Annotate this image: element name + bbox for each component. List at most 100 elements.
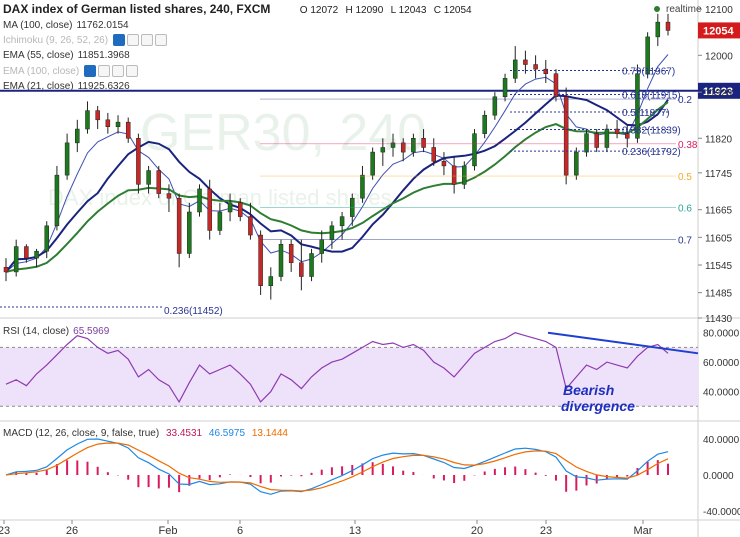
ohlc-open: O 12072 [299,5,339,16]
rsi-tick-label: 40.0000 [703,388,740,399]
macd-tick-label: 40.0000 [703,435,740,446]
rsi-line [5,332,669,404]
candle-body [176,197,182,254]
macd-line [5,438,669,495]
rsi-legend[interactable]: RSI (14, close) 65.5969 [3,326,110,337]
candle-body [125,121,131,139]
candle-body [64,142,70,176]
macd-panel: 40.0000 0.0000 -40.0000 [5,435,740,518]
last-price-label: 12054 [703,25,734,37]
candle-body [227,202,233,213]
candle-body [44,225,49,252]
candle-body [166,193,172,199]
candle-body [237,202,243,217]
candle-body [115,121,121,127]
candle-body [625,133,630,139]
add-icon[interactable] [125,65,138,78]
candle-body [604,128,610,148]
indicator-ema100[interactable]: EMA (100, close) [3,65,138,78]
fib-left-label: 0.236(11452) [164,306,223,317]
overlay-lines: 11923 12054 [0,6,740,273]
fib-level-label: 0.79(11967) [622,67,675,78]
candle-body [197,188,202,213]
macd-signal-line [5,442,669,492]
fib-right-label: 0.7 [678,236,692,247]
macd-tick-label: 0.0000 [703,471,734,482]
time-tick-label: 20 [471,525,483,537]
chart-title: DAX index of German listed shares, 240, … [3,2,271,16]
candle-body [136,138,141,185]
divergence-label: Bearish [563,382,614,398]
realtime-dot [654,6,660,12]
candle-body [523,59,528,65]
indicator-ema55[interactable]: EMA (55, close) 11851.3968 [3,50,130,61]
close-icon[interactable] [111,65,124,78]
price-tick-label: 11745 [705,169,733,180]
watermark-title: GER30, 240 [140,104,426,162]
level-price-label: 11923 [703,86,733,98]
fib-right-label: 0.6 [678,203,692,214]
realtime-label: realtime [666,4,702,15]
candle-body [533,64,538,70]
candle-body [329,225,335,240]
candle-body [645,36,650,74]
candle-body [563,96,569,176]
rsi-tick-label: 80.0000 [703,329,740,340]
time-tick-label: 23 [540,525,552,537]
time-tick-label: 23 [0,525,10,537]
time-tick-label: Mar [634,525,653,537]
settings-icon[interactable] [126,34,139,47]
visibility-icon[interactable] [83,65,96,78]
fib-level-label: 0.236(11792) [622,147,681,158]
candle-body [85,110,90,130]
candle-body [217,211,223,231]
time-tick-label: 6 [237,525,243,537]
candle-body [614,128,620,134]
candle-body [299,262,304,277]
price-tick-label: 11665 [705,206,733,217]
candle-body [248,216,253,236]
level-price-badge [698,82,740,99]
time-tick-label: 26 [66,525,78,537]
candle-body [258,234,263,286]
candle-body [309,253,314,277]
add-icon[interactable] [154,34,167,47]
price-axis: 12100 12000 11920 11820 11745 11665 11605 11545… [698,5,733,325]
price-tick-label: 11485 [705,289,733,300]
fib-level-label: 0.618(11915) [622,90,681,101]
price-tick-label: 11605 [705,233,733,244]
fibonacci-levels: 0.79(11967) 0.618(11915) 0.5(11877) 0.382(1… [0,67,698,317]
candle-body [574,151,579,176]
candles [3,13,671,300]
candle-body [278,244,284,277]
indicator-ma100[interactable]: MA (100, close) 11762.0154 [3,20,129,31]
candle-body [400,142,406,153]
candle-body [451,165,457,185]
ohlc-high: H 12090 [345,5,384,16]
indicator-ema21[interactable]: EMA (21, close) 11925.6326 [3,81,130,92]
rsi-tick-label: 60.0000 [703,358,740,369]
indicator-ichimoku[interactable]: Ichimoku (9, 26, 52, 26) [3,34,167,47]
price-tick-label: 12100 [705,5,733,16]
fib-level-label: 0.5(11877) [622,108,670,119]
candle-body [268,276,274,286]
candle-body [3,267,9,273]
candle-body [441,161,447,167]
fib-right-label: 0.38 [678,140,698,151]
macd-legend[interactable]: MACD (12, 26, close, 9, false, true) 33.… [3,428,288,439]
fib-right-label: 0.5 [678,172,692,183]
fib-right-label: 0.2 [678,95,692,106]
candle-body [319,239,324,254]
candle-body [584,133,589,153]
settings-icon[interactable] [97,65,110,78]
candle-body [512,59,518,79]
time-tick-label: Feb [159,525,178,537]
close-icon[interactable] [140,34,153,47]
visibility-icon[interactable] [112,34,125,47]
price-tick-label: 11430 [705,314,733,325]
time-tick-label: 13 [349,525,361,537]
candle-body [594,133,599,148]
price-tick-label: 12000 [705,51,733,62]
